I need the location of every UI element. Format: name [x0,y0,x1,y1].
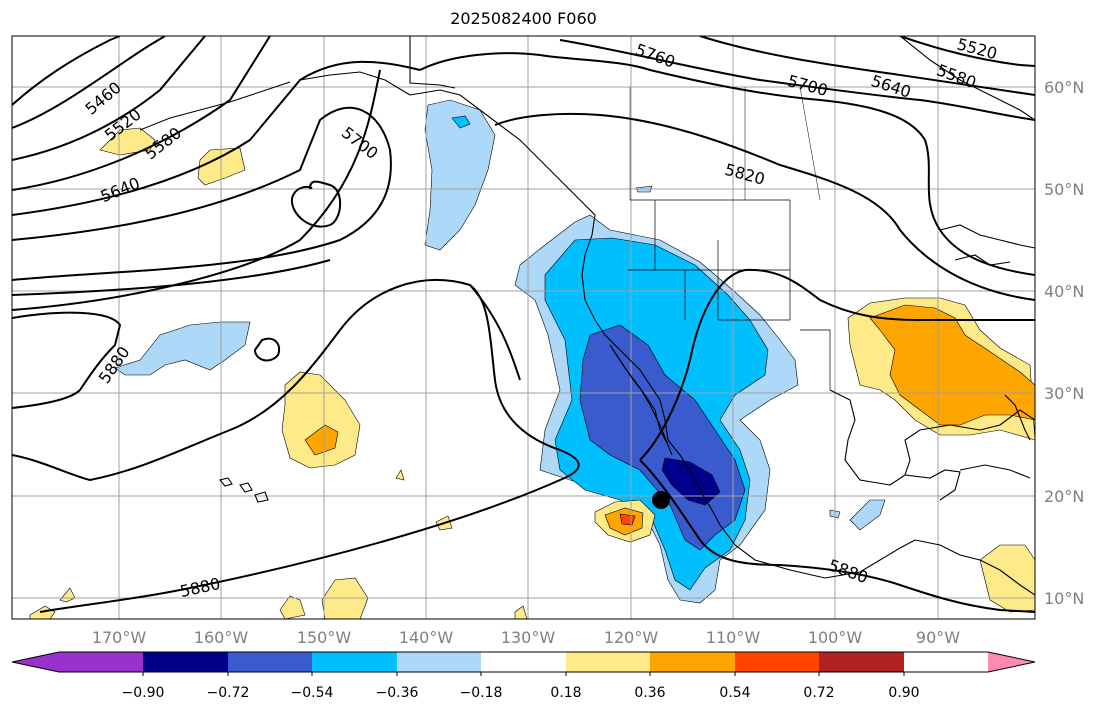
colorbar-tick-label: −0.72 [207,685,250,701]
latitude-tick-label: 60°N [1044,78,1084,97]
latitude-tick-label: 40°N [1044,282,1084,301]
colorbar-segment [566,652,650,672]
latitude-tick-label: 30°N [1044,384,1084,403]
colorbar-segment [481,652,566,672]
colorbar-tick-label: −0.18 [460,685,503,701]
longitude-axis: 170°W 160°W 150°W 140°W 130°W 120°W 110°… [92,628,960,647]
shaded-field [29,99,1035,619]
longitude-tick-label: 130°W [501,628,556,647]
colorbar-segment [59,652,143,672]
longitude-tick-label: 120°W [604,628,659,647]
colorbar-tick-label: 0.72 [803,685,834,701]
colorbar [11,651,1036,676]
colorbar-segment [650,652,735,672]
map-frame [11,35,1036,620]
latitude-axis: 60°N 50°N 40°N 30°N 20°N 10°N [1044,78,1084,608]
negative-anomaly-pacific [114,321,251,376]
height-contours [12,36,1035,613]
longitude-tick-label: 160°W [194,628,249,647]
colorbar-extension-max [988,652,1035,672]
longitude-tick-label: 140°W [399,628,454,647]
colorbar-tick-label: −0.54 [291,685,334,701]
colorbar-labels: −0.90 −0.72 −0.54 −0.36 −0.18 0.18 0.36 … [122,685,920,701]
positive-anomaly-hawaii [281,371,361,469]
latitude-tick-label: 20°N [1044,487,1084,506]
colorbar-segment [735,652,819,672]
colorbar-tick-label: −0.90 [122,685,165,701]
colorbar-segment [312,652,397,672]
longitude-tick-label: 170°W [92,628,147,647]
longitude-tick-label: 150°W [297,628,352,647]
longitude-tick-label: 110°W [706,628,761,647]
latitude-tick-label: 50°N [1044,180,1084,199]
colorbar-segment [819,652,904,672]
colorbar-extension-min [12,652,59,672]
negative-anomaly-max [661,457,721,506]
colorbar-segment [228,652,312,672]
colorbar-tick-label: −0.36 [376,685,419,701]
gridlines [12,36,1035,619]
colorbar-segment [397,652,481,672]
colorbar-tick-label: 0.90 [888,685,919,701]
longitude-tick-label: 90°W [916,628,960,647]
colorbar-tick-label: 0.18 [550,685,581,701]
longitude-tick-label: 100°W [808,628,863,647]
colorbar-segment [143,652,228,672]
coastlines [139,36,1035,596]
colorbar-outline [11,651,1036,673]
location-marker [652,491,670,509]
colorbar-tick-label: 0.54 [719,685,750,701]
colorbar-tick-label: 0.36 [634,685,665,701]
latitude-tick-label: 10°N [1044,589,1084,608]
map-title: 2025082400 F060 [450,9,597,28]
map-area: 5460 5520 5580 5640 5700 5760 5700 5640 … [12,36,1035,619]
